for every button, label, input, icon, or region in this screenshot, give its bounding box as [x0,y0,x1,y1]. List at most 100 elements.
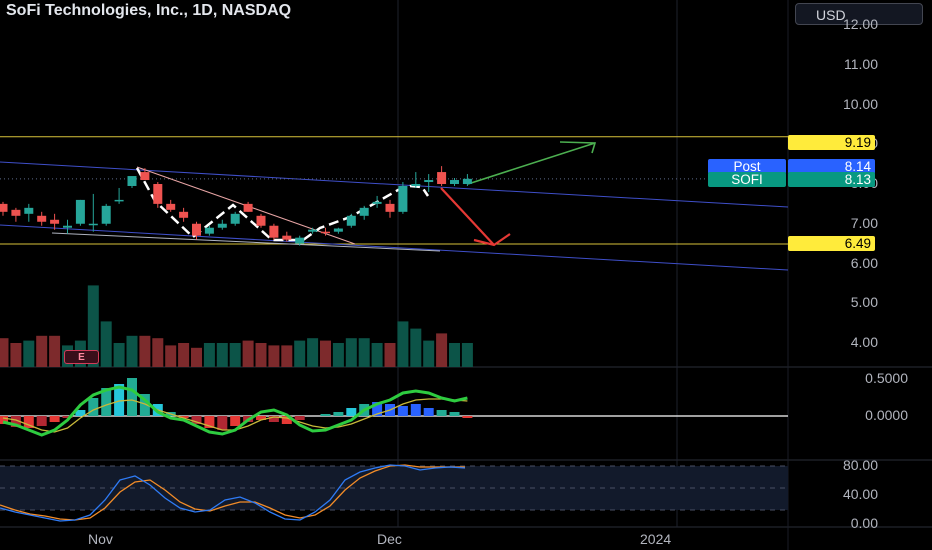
candle-body [269,225,279,238]
candle-body [204,227,214,234]
macd-histogram-bar [346,408,357,416]
candle-body [75,199,85,224]
macd-histogram-bar [178,416,189,418]
candle-body [24,207,34,214]
candle-body [243,203,253,212]
candle-body [140,172,150,181]
channel-lower [0,224,789,271]
volume-bar [191,347,202,367]
currency-selector[interactable]: USD [795,3,923,25]
macd-histogram-bar [281,416,292,424]
macd-histogram-bar [114,384,125,416]
volume-bar [397,321,409,367]
macd-histogram-bar [23,416,34,428]
wedge-lower [51,232,441,252]
volume-bar [320,340,331,367]
volume-bar [49,335,61,367]
macd-histogram-bar [230,416,241,426]
price-axis-label: 12.00 [842,16,878,32]
volume-bar [126,335,138,367]
volume-bar [0,338,9,367]
candle-body [321,231,330,234]
macd-histogram-bar [372,402,383,416]
volume-bar [10,343,22,367]
volume-bar [113,343,125,367]
macd-histogram-bar [139,394,150,416]
candle-body [88,223,98,226]
volume-bar [268,345,280,367]
volume-bar [281,345,293,367]
stoch-axis-label: 80.00 [842,457,878,473]
macd-histogram-bar [49,416,60,422]
candle-body [256,215,266,226]
volume-bar [358,338,370,367]
macd-histogram-bar [436,410,447,416]
volume-bar [307,338,319,367]
price-axis-label: 6.00 [850,254,878,271]
macd-histogram-bar [36,416,47,426]
candle-body [411,184,421,186]
bullish-arrowhead [559,141,597,154]
volume-bar [100,321,112,367]
macd-histogram-bar [462,416,473,418]
time-axis-label: Nov [88,531,113,547]
price-marker: 8.14 Post [708,159,875,174]
stoch-axis-label: 40.00 [842,486,878,502]
stoch-k-line [0,464,466,522]
candle-body [37,215,47,222]
volume-bar [345,338,357,367]
macd-histogram-bar [397,406,408,416]
zigzag-pattern [135,167,430,242]
price-axis-label: 10.00 [842,95,878,112]
macd-histogram-bar [410,404,421,416]
candle-body [346,215,356,226]
macd-histogram-bar [127,378,137,416]
volume-bar [87,285,99,367]
macd-axis-label: 0.0000 [865,407,908,423]
candle-body [424,180,434,183]
time-axis-label: 2024 [640,531,672,547]
volume-bar [165,345,177,367]
volume-bar [242,340,254,367]
candle-body [437,172,447,184]
candle-body [217,223,227,228]
macd-axis-label: 0.5000 [865,370,908,386]
volume-bar [294,340,306,367]
volume-bar [332,343,344,367]
price-marker: 9.19 [788,135,875,150]
price-marker-value: 8.14 [844,159,871,174]
volume-bar [384,343,396,367]
macd-histogram-bar [0,416,8,424]
price-marker-value: 9.19 [844,135,871,150]
candle-body [333,228,343,232]
volume-bar [371,343,383,367]
volume-bar [461,343,473,367]
candle-body [308,229,318,232]
volume-bar [178,343,190,367]
candle-body [101,205,111,224]
candle-body [127,176,137,186]
macd-line [2,385,468,437]
macd-histogram-bar [294,416,305,420]
candle-body [63,225,72,228]
macd-histogram-bar [217,416,228,430]
price-marker: 8.13 SOFI [708,172,875,187]
volume-bar [216,343,228,367]
candle-body [398,185,408,212]
price-axis-label: 4.00 [850,334,878,350]
candle-body [450,180,459,184]
volume-bar [203,343,215,367]
channel-upper [0,161,789,208]
candle-body [50,219,60,224]
candle-body [359,207,369,216]
time-axis-label: Dec [377,531,402,547]
price-marker-value: 6.49 [844,236,871,251]
macd-histogram-bar [204,416,215,428]
bearish-arrowhead [473,233,511,247]
candle-body [462,178,472,184]
earnings-marker[interactable]: E [64,350,99,364]
price-marker-value: 8.13 [844,172,871,187]
macd-histogram-bar [268,416,279,422]
